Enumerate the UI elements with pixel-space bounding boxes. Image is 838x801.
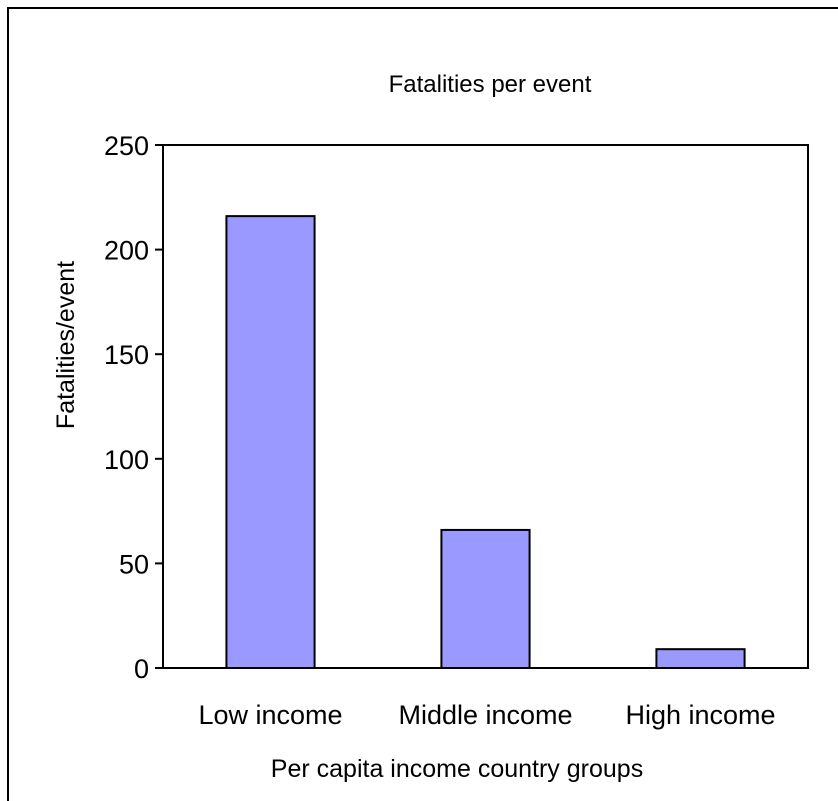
x-tick-label: Middle income: [398, 700, 572, 730]
y-tick-label: 150: [104, 340, 149, 370]
bar: [655, 648, 746, 669]
y-tick-label: 200: [104, 236, 149, 266]
y-tick-label: 50: [119, 549, 149, 579]
x-tick-label: Low income: [198, 700, 342, 730]
bar: [225, 215, 316, 670]
chart-title: Fatalities per event: [389, 71, 592, 98]
bars: [225, 215, 746, 670]
y-tick-label: 250: [104, 131, 149, 161]
y-tick-label: 100: [104, 445, 149, 475]
x-axis-tick-labels: Low income Middle income High income: [198, 700, 775, 730]
y-tick-label: 0: [134, 654, 149, 684]
y-axis-title: Fatalities/event: [52, 261, 80, 429]
bar: [440, 528, 531, 669]
x-tick-label: High income: [625, 700, 775, 730]
x-axis-title: Per capita income country groups: [271, 755, 643, 783]
y-axis-ticks: 0 50 100 150 200 250: [104, 131, 163, 684]
